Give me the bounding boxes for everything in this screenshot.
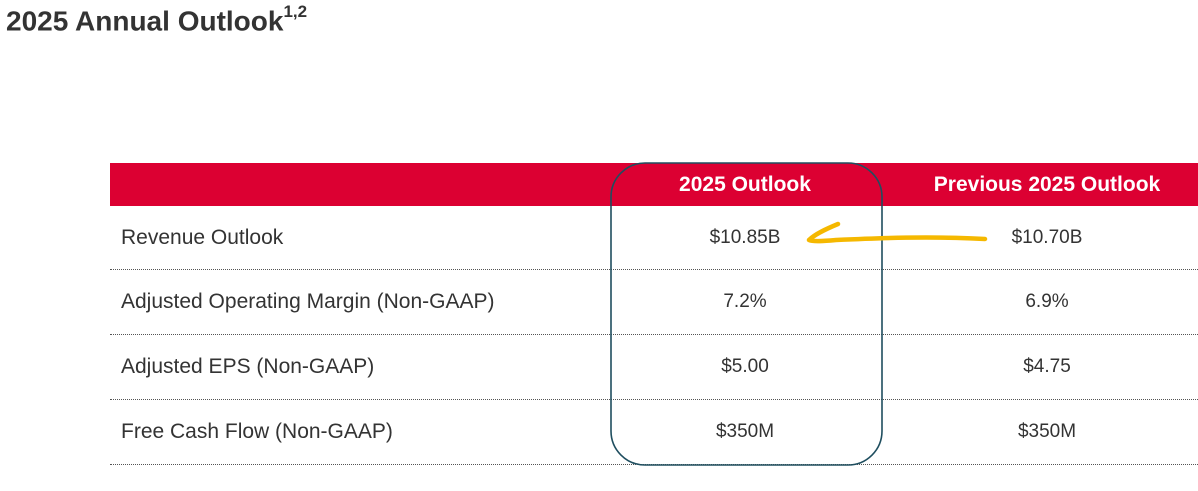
table-row-free-cash-flow: Free Cash Flow (Non-GAAP) $350M $350M	[110, 400, 1198, 465]
outlook-table: 2025 Outlook Previous 2025 Outlook Reven…	[110, 163, 1198, 465]
header-2025-outlook: 2025 Outlook	[679, 173, 811, 196]
metric-label: Free Cash Flow (Non-GAAP)	[121, 420, 393, 443]
table-row-adjusted-eps: Adjusted EPS (Non-GAAP) $5.00 $4.75	[110, 335, 1198, 400]
page-title-text: 2025 Annual Outlook	[6, 5, 284, 37]
header-previous-2025-outlook: Previous 2025 Outlook	[933, 173, 1161, 196]
current-outlook-value: $10.85B	[709, 226, 781, 248]
metric-label: Adjusted EPS (Non-GAAP)	[121, 355, 375, 378]
previous-outlook-value: $350M	[1017, 421, 1077, 442]
current-outlook-value: 7.2%	[723, 291, 767, 312]
previous-outlook-value: 6.9%	[1025, 291, 1069, 312]
metric-label: Adjusted Operating Margin (Non-GAAP)	[121, 290, 495, 313]
table-row-adjusted-operating-margin: Adjusted Operating Margin (Non-GAAP) 7.2…	[110, 270, 1198, 335]
page-title: 2025 Annual Outlook1,2	[6, 2, 308, 37]
current-outlook-value: $5.00	[721, 356, 769, 377]
page-title-footnote-ref: 1,2	[283, 2, 308, 21]
previous-outlook-value: $4.75	[1023, 356, 1071, 377]
previous-outlook-value: $10.70B	[1011, 226, 1083, 248]
metric-label: Revenue Outlook	[121, 225, 284, 249]
table-header-row: 2025 Outlook Previous 2025 Outlook	[110, 163, 1198, 206]
table-row-revenue-outlook: Revenue Outlook $10.85B $10.70B	[110, 206, 1198, 270]
current-outlook-value: $350M	[715, 421, 775, 442]
